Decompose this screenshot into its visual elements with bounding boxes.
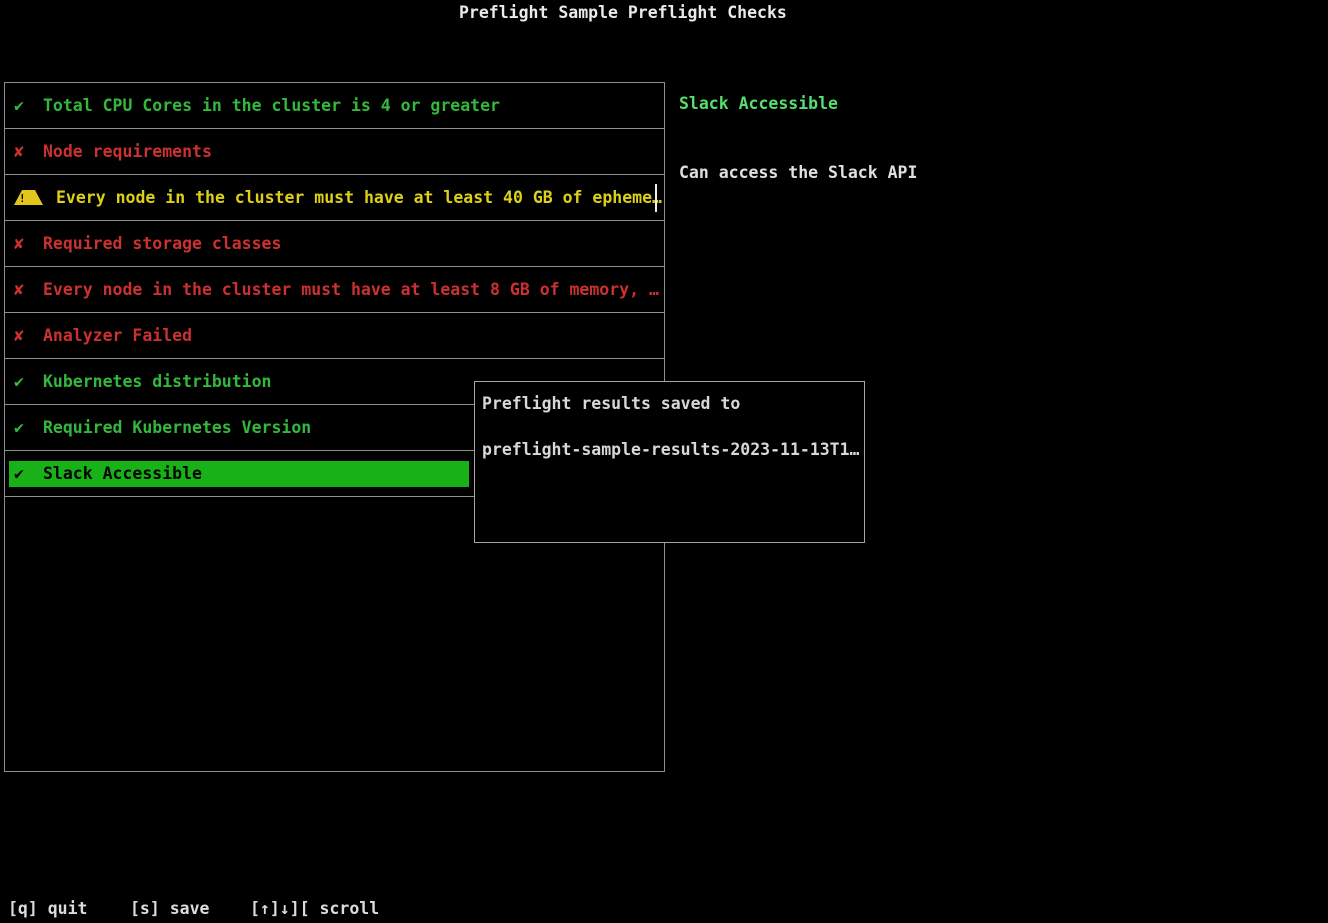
detail-title: Slack Accessible [679,94,838,113]
save-shortcut: [s] save [130,899,210,918]
check-list-item[interactable]: ✔ Required Kubernetes Version [5,405,664,451]
check-label: Node requirements [43,142,212,161]
check-icon: ✔ [14,418,24,437]
detail-description: Can access the Slack API [679,163,918,182]
cross-icon: ✘ [14,280,24,299]
check-label: Required storage classes [43,234,282,253]
check-list-item[interactable]: ✘ Analyzer Failed [5,313,664,359]
check-list-item[interactable]: ✘ Every node in the cluster must have at… [5,267,664,313]
warning-icon: ! [14,190,43,205]
dialog-filename: preflight-sample-results-2023-11-13T1… [482,440,860,459]
check-list-item[interactable]: ✔ Total CPU Cores in the cluster is 4 or… [5,83,664,129]
check-list-item[interactable]: ✔ Kubernetes distribution [5,359,664,405]
check-list-item[interactable]: ! Every node in the cluster must have at… [5,175,664,221]
list-scrollbar-thumb[interactable] [655,184,657,212]
check-icon: ✔ [14,464,24,483]
quit-shortcut: [q] quit [8,899,88,918]
cross-icon: ✘ [14,326,24,345]
check-icon: ✔ [14,372,24,391]
cross-icon: ✘ [14,142,24,161]
check-label: Every node in the cluster must have at l… [43,280,659,299]
check-list-item[interactable]: ✘ Required storage classes [5,221,664,267]
check-icon: ✔ [14,96,24,115]
dialog-message: Preflight results saved to [482,394,741,413]
check-label: Total CPU Cores in the cluster is 4 or g… [43,96,500,115]
check-list-item[interactable]: ✘ Node requirements [5,129,664,175]
selection-highlight: ✔ Slack Accessible [9,460,469,487]
save-results-dialog: Preflight results saved to preflight-sam… [474,381,865,543]
cross-icon: ✘ [14,234,24,253]
check-label: Kubernetes distribution [43,372,272,391]
scroll-shortcut: [↑]↓][ scroll [250,899,380,918]
check-label: Required Kubernetes Version [43,418,312,437]
check-label: Every node in the cluster must have at l… [56,188,662,207]
check-label: Analyzer Failed [43,326,193,345]
check-label: Slack Accessible [43,464,202,483]
check-list-item-selected[interactable]: ✔ Slack Accessible [5,451,664,497]
page-title: Preflight Sample Preflight Checks [459,3,787,22]
